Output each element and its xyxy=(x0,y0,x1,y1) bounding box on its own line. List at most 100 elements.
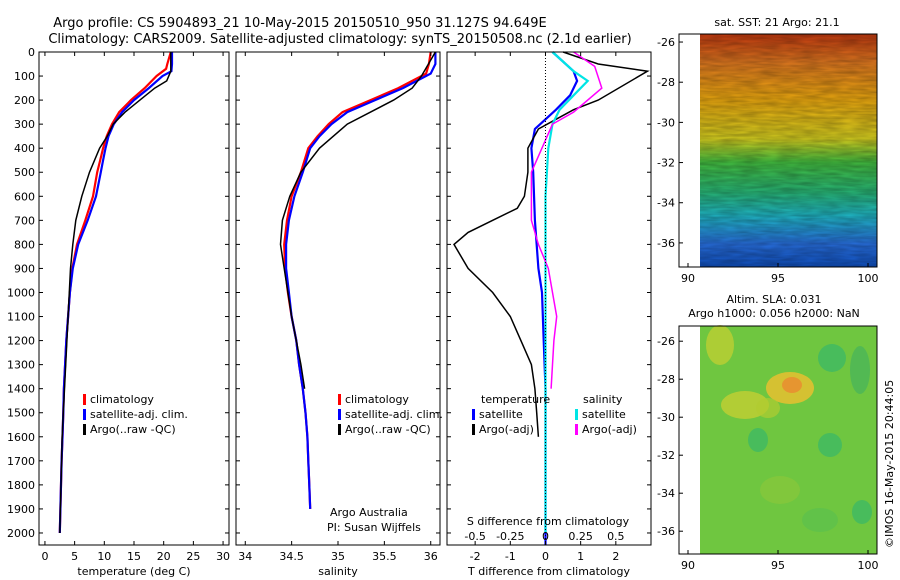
y-tick-label: 0 xyxy=(28,46,35,59)
map-y-tick-label: -30 xyxy=(657,411,675,424)
map-y-tick-label: -34 xyxy=(657,487,675,500)
sla-map-panel: Altim. SLA: 0.031 Argo h1000: 0.056 h200… xyxy=(657,293,878,572)
map-y-tick-label: -36 xyxy=(657,237,675,250)
legend-swatch xyxy=(338,409,341,420)
x-tick-label: 2 xyxy=(612,550,619,563)
legend-swatch xyxy=(472,424,475,435)
series-line-argo-raw-qc- xyxy=(279,51,437,389)
imos-stamp: ©IMOS 16-May-2015 20:44:05 xyxy=(883,380,896,548)
x-tick-label: 15 xyxy=(127,550,141,563)
legend-label: satellite-adj. clim. xyxy=(345,408,443,421)
series-line-temperature-argo-adj- xyxy=(453,51,650,437)
map-x-tick-label: 90 xyxy=(681,559,695,572)
legend-swatch xyxy=(83,424,86,435)
sla-map-image xyxy=(700,326,877,554)
y-tick-label: 400 xyxy=(14,142,35,155)
x-axis-label: T difference from climatology xyxy=(467,565,630,578)
y-tick-label: 1500 xyxy=(7,407,35,420)
sst-map-panel: sat. SST: 21 Argo: 21.1 90 95 100 -26 -28 -30… xyxy=(657,16,878,285)
y-tick-label: 1300 xyxy=(7,359,35,372)
legend-label: satellite xyxy=(479,408,523,421)
y-tick-label: 500 xyxy=(14,166,35,179)
x-tick-label: 25 xyxy=(186,550,200,563)
sla-map-title-line-1: Altim. SLA: 0.031 xyxy=(726,293,821,306)
legend-label: Argo(-adj) xyxy=(582,423,637,436)
map-x-tick-label: 100 xyxy=(858,559,879,572)
top-tick-label: -0.5 xyxy=(464,530,485,543)
title-line-1: Argo profile: CS 5904893_21 10-May-2015 … xyxy=(53,16,546,31)
plot-frame xyxy=(38,51,230,546)
legend-label: Argo(-adj) xyxy=(479,423,534,436)
y-tick-label: 100 xyxy=(14,70,35,83)
map-y-tick-label: -36 xyxy=(657,525,675,538)
x-tick-label: 0 xyxy=(542,550,549,563)
y-tick-label: 800 xyxy=(14,238,35,251)
x-tick-label: 35.5 xyxy=(372,550,397,563)
top-axis-label: S difference from climatology xyxy=(467,515,630,528)
series-line-climatology xyxy=(58,51,172,534)
x-tick-label: 5 xyxy=(71,550,78,563)
map-x-tick-label: 95 xyxy=(771,559,785,572)
legend-heading-temperature: temperature xyxy=(481,393,550,406)
salinity-plot: 34 34.5 35 35.5 36 salinity climatology satelli… xyxy=(235,51,443,578)
series-line-salinity-satellite xyxy=(544,51,590,533)
sla-map-blobs xyxy=(706,325,872,532)
plot-frame xyxy=(446,51,652,546)
y-tick-label: 1800 xyxy=(7,479,35,492)
x-axis-label: temperature (deg C) xyxy=(77,565,190,578)
credit-line-1: Argo Australia xyxy=(330,506,408,519)
y-tick-label: 900 xyxy=(14,262,35,275)
y-tick-label: 1100 xyxy=(7,311,35,324)
y-tick-label: 300 xyxy=(14,118,35,131)
legend-swatch xyxy=(83,409,86,420)
top-tick-label: -0.25 xyxy=(496,530,524,543)
map-y-tick-label: -32 xyxy=(657,449,675,462)
legend-label: Argo(..raw -QC) xyxy=(90,423,176,436)
legend-swatch xyxy=(575,424,578,435)
map-y-tick-label: -28 xyxy=(657,373,675,386)
map-x-tick-label: 95 xyxy=(771,272,785,285)
y-tick-label: 600 xyxy=(14,190,35,203)
series-line-satellite-adj-clim- xyxy=(58,52,174,534)
legend-swatch xyxy=(472,409,475,420)
temperature-plot: 0100200300400500600700800900100011001200… xyxy=(7,46,230,578)
x-tick-label: 0 xyxy=(41,550,48,563)
sst-map-title: sat. SST: 21 Argo: 21.1 xyxy=(714,16,839,29)
y-tick-label: 1000 xyxy=(7,286,35,299)
series-line-climatology xyxy=(283,51,432,509)
map-y-tick-label: -28 xyxy=(657,76,675,89)
top-tick-label: 0 xyxy=(542,530,549,543)
y-tick-label: 1200 xyxy=(7,335,35,348)
y-tick-label: 1400 xyxy=(7,383,35,396)
series-line-argo-raw-qc- xyxy=(59,52,172,534)
x-axis-label: salinity xyxy=(318,565,358,578)
top-tick-label: 0.5 xyxy=(607,530,625,543)
legend-label: climatology xyxy=(90,393,154,406)
legend-swatch xyxy=(338,394,341,405)
y-tick-label: 200 xyxy=(14,94,35,107)
sst-map-texture xyxy=(700,34,877,267)
x-tick-label: -1 xyxy=(505,550,516,563)
y-tick-label: 1700 xyxy=(7,455,35,468)
sst-map-axes: 90 95 100 -26 -28 -30 -32 -34 -36 xyxy=(657,36,878,285)
y-tick-label: 2000 xyxy=(7,527,35,540)
legend-swatch xyxy=(338,424,341,435)
legend-label: satellite-adj. clim. xyxy=(90,408,188,421)
x-tick-label: 10 xyxy=(97,550,111,563)
sla-map-axes: 90 95 100 -26 -28 -30 -32 -34 -36 xyxy=(657,335,878,572)
x-tick-label: 36 xyxy=(424,550,438,563)
x-tick-label: 20 xyxy=(157,550,171,563)
map-y-tick-label: -30 xyxy=(657,116,675,129)
title-line-2: Climatology: CARS2009. Satellite-adjuste… xyxy=(48,32,631,47)
sla-map-nodata xyxy=(679,326,700,554)
legend-swatch xyxy=(83,394,86,405)
top-tick-label: 0.25 xyxy=(568,530,593,543)
map-y-tick-label: -26 xyxy=(657,335,675,348)
series-line-satellite-adj-clim- xyxy=(285,52,437,509)
x-tick-label: 34.5 xyxy=(279,550,304,563)
map-y-tick-label: -34 xyxy=(657,197,675,210)
legend-label: satellite xyxy=(582,408,626,421)
credit-line-2: PI: Susan Wijffels xyxy=(327,521,421,534)
y-tick-label: 1900 xyxy=(7,503,35,516)
y-tick-label: 1600 xyxy=(7,431,35,444)
